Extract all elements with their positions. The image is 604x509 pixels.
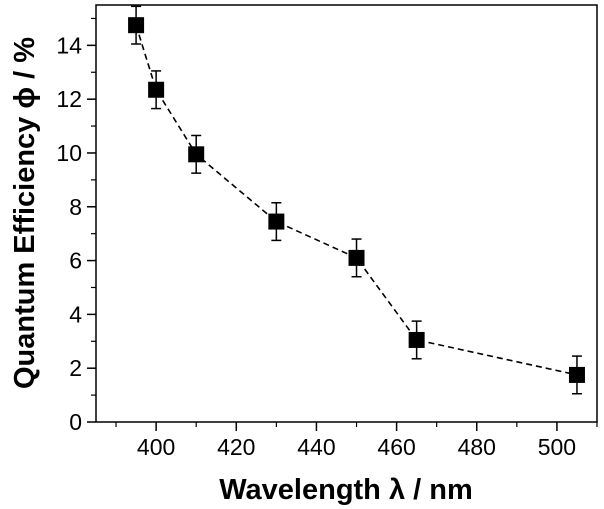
y-tick-labels: 0 2 4 6 8 10 12 14 [56, 32, 82, 435]
x-tick-label: 400 [137, 434, 175, 460]
data-point [188, 146, 205, 163]
plot-frame [95, 4, 598, 423]
y-axis-title: Quantum Efficiency ϕ / % [9, 37, 41, 389]
x-tick-label: 460 [377, 434, 415, 460]
data-point [568, 366, 585, 383]
x-axis-title: Wavelength λ / nm [219, 474, 473, 506]
y-tick-label: 6 [69, 248, 82, 274]
x-tick-labels: 400 420 440 460 480 500 [137, 434, 576, 460]
y-tick-label: 2 [69, 355, 82, 381]
y-tick-label: 8 [69, 194, 82, 220]
data-point [148, 81, 165, 98]
y-tick-label: 10 [56, 140, 82, 166]
series-line [135, 24, 578, 376]
x-tick-label: 500 [538, 434, 576, 460]
y-tick-label: 12 [56, 86, 82, 112]
y-tick-label: 4 [69, 301, 82, 327]
data-point [268, 213, 285, 230]
x-tick-label: 480 [458, 434, 496, 460]
y-tick-label: 0 [69, 409, 82, 435]
x-tick-label: 420 [217, 434, 255, 460]
data-point [128, 17, 145, 34]
y-tick-label: 14 [56, 32, 82, 58]
data-point [408, 331, 425, 348]
series-layer [128, 5, 585, 395]
ticks-layer [87, 17, 598, 431]
data-point [348, 249, 365, 266]
x-tick-label: 440 [297, 434, 335, 460]
